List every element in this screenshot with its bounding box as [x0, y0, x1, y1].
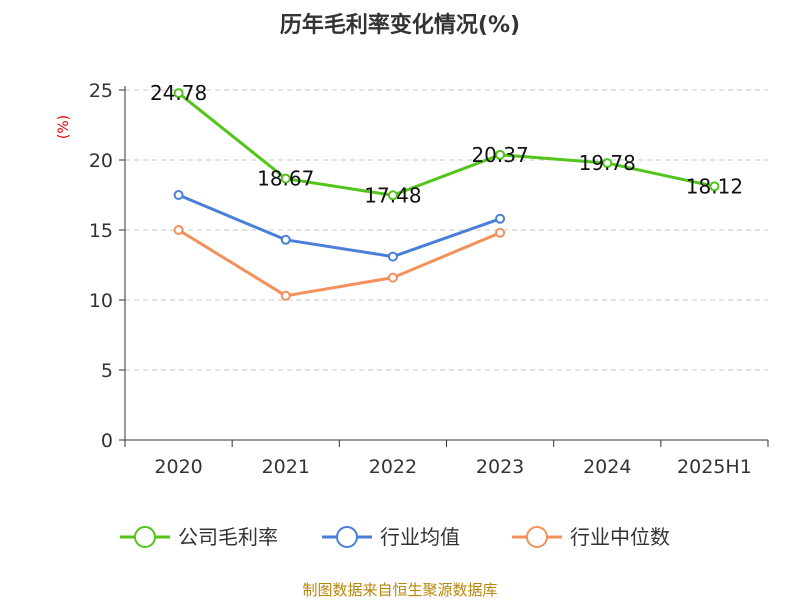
series-line [177, 91, 715, 197]
series-point[interactable] [280, 234, 291, 245]
y-tick-label: 25 [89, 80, 113, 102]
legend-label: 行业均值 [380, 525, 460, 549]
y-tick-label: 0 [101, 430, 113, 452]
series-group [173, 88, 720, 301]
legend-item[interactable]: 公司毛利率 [120, 525, 278, 549]
legend-marker-icon [336, 526, 358, 548]
data-label: 24.78 [150, 81, 207, 105]
series-line [177, 228, 501, 298]
legend-item[interactable]: 行业中位数 [512, 525, 670, 549]
series-point[interactable] [387, 190, 398, 201]
legend[interactable]: 公司毛利率 行业均值 行业中位数 [120, 525, 670, 549]
data-label: 20.37 [471, 143, 528, 167]
series-point[interactable] [173, 88, 184, 99]
legend-item[interactable]: 行业均值 [322, 525, 460, 549]
x-tick-label: 2020 [154, 456, 202, 478]
y-tick-label: 20 [89, 150, 113, 172]
series-point[interactable] [495, 227, 506, 238]
series-point[interactable] [387, 251, 398, 262]
series-point[interactable] [709, 181, 720, 192]
y-axis-label: (%) [56, 115, 72, 139]
data-label: 18.67 [257, 167, 314, 191]
data-labels: 24.78 18.67 17.48 20.37 19.78 18.12 [150, 81, 743, 207]
data-label: 17.48 [364, 183, 421, 207]
x-tick-label: 2023 [476, 456, 524, 478]
source-note: 制图数据来自恒生聚源数据库 [302, 581, 497, 599]
series-point[interactable] [173, 225, 184, 235]
series-point[interactable] [602, 158, 613, 169]
chart-title: 历年毛利率变化情况(%) [280, 12, 520, 38]
data-label: 19.78 [579, 151, 636, 175]
y-tick-label: 5 [101, 360, 113, 382]
data-label: 18.12 [686, 174, 743, 198]
x-tick-label: 2022 [369, 456, 417, 478]
x-tick-label: 2024 [583, 456, 631, 478]
series-point[interactable] [280, 290, 291, 301]
series-point[interactable] [495, 213, 506, 224]
series-point[interactable] [173, 190, 184, 200]
series-point[interactable] [387, 272, 398, 283]
axes: 0 5 10 15 20 25 2020 2021 2022 2023 2024 2025H1 [89, 80, 769, 478]
series-point[interactable] [495, 149, 506, 160]
series-point[interactable] [280, 173, 291, 184]
legend-marker-icon [526, 526, 548, 548]
legend-marker-icon [134, 526, 156, 548]
x-tick-label: 2025H1 [677, 456, 752, 478]
gridlines [125, 89, 768, 371]
y-tick-label: 10 [89, 290, 113, 312]
legend-label: 公司毛利率 [178, 525, 278, 549]
y-tick-label: 15 [89, 220, 113, 242]
legend-label: 行业中位数 [570, 525, 670, 549]
x-tick-label: 2021 [262, 456, 310, 478]
series-line [178, 193, 501, 259]
